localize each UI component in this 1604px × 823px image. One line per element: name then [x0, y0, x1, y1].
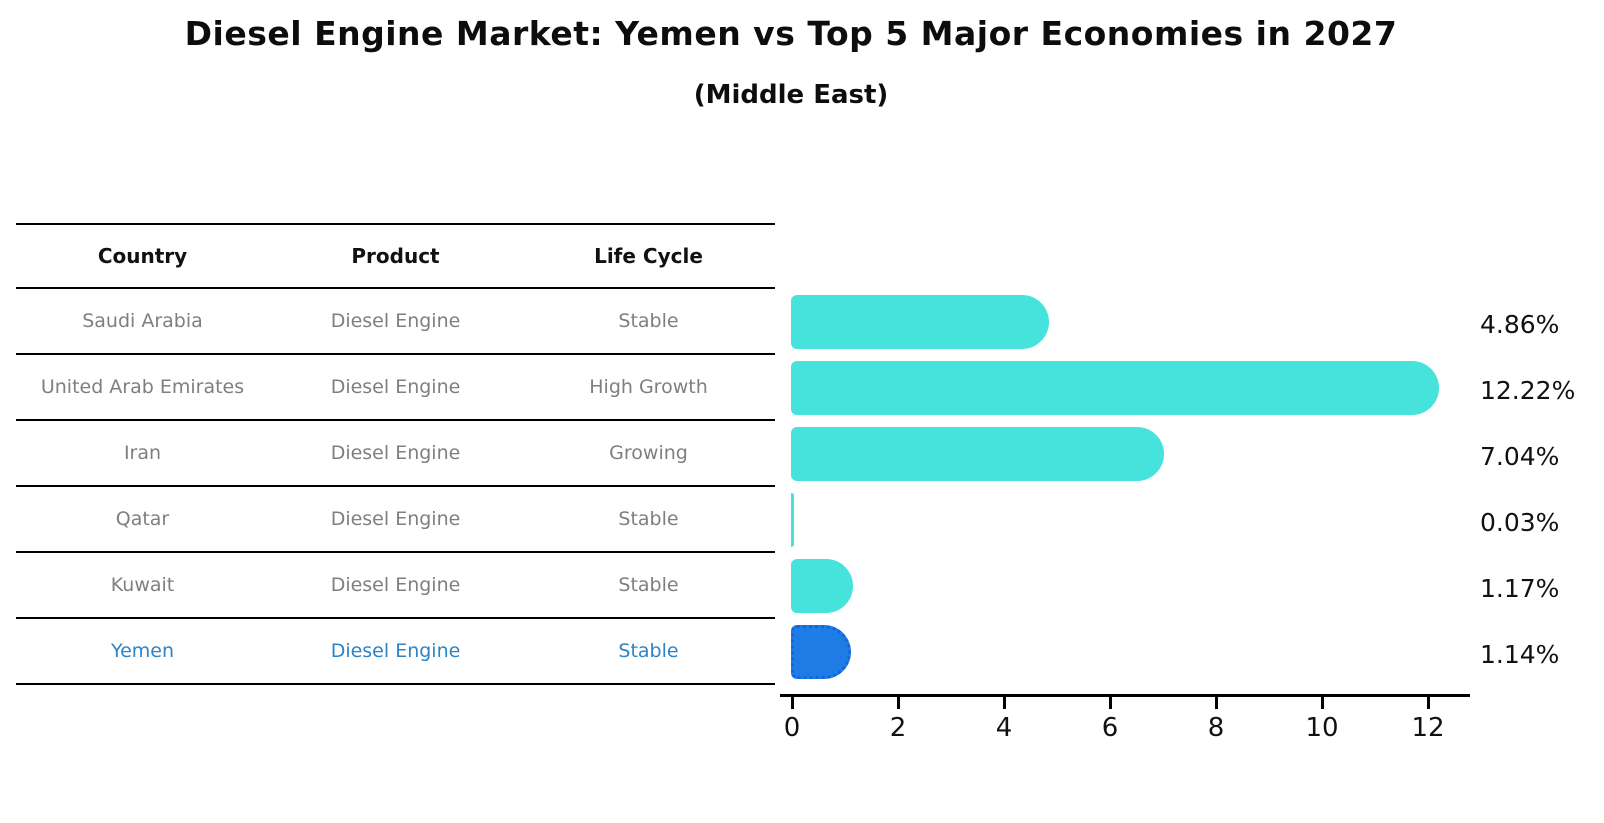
- chart-title: Diesel Engine Market: Yemen vs Top 5 Maj…: [184, 14, 1398, 53]
- table-cell-country: Kuwait: [110, 574, 175, 596]
- chart-row: 1.17%: [791, 553, 1604, 619]
- x-tick-label: 2: [889, 713, 907, 743]
- x-tick-mark: [1002, 694, 1006, 709]
- bar: [791, 361, 1439, 415]
- table-cell-country: United Arab Emirates: [40, 376, 245, 398]
- bar: [791, 295, 1049, 349]
- table-cell-product: Diesel Engine: [330, 574, 461, 596]
- table-header-country: Country: [97, 244, 188, 268]
- chart-row: 12.22%: [791, 355, 1604, 421]
- chart-row: 7.04%: [791, 421, 1604, 487]
- table-cell-lifecycle: Stable: [618, 310, 679, 332]
- table-cell-lifecycle: High Growth: [589, 376, 708, 398]
- x-tick-mark: [1426, 694, 1430, 709]
- table-row: Iran Diesel Engine Growing: [16, 421, 775, 487]
- table-cell-lifecycle: Stable: [618, 574, 679, 596]
- table-header-row: Country Product Life Cycle: [16, 223, 775, 289]
- table-header-lifecycle: Life Cycle: [594, 244, 703, 268]
- info-table: Country Product Life Cycle Saudi Arabia …: [16, 223, 775, 685]
- table-cell-product: Diesel Engine: [330, 376, 461, 398]
- bar-value-label: 4.86%: [1480, 309, 1560, 339]
- x-tick-label: 8: [1207, 713, 1225, 743]
- x-tick-label: 0: [783, 713, 801, 743]
- bar-chart: 4.86% 12.22% 7.04% 0.03% 1.17% 1.14%: [791, 289, 1604, 685]
- bar-value-label: 1.17%: [1480, 573, 1560, 603]
- bar: [791, 493, 794, 547]
- x-axis-line: [780, 694, 1470, 697]
- table-row: United Arab Emirates Diesel Engine High …: [16, 355, 775, 421]
- bar: [791, 559, 853, 613]
- table-row: Yemen Diesel Engine Stable: [16, 619, 775, 685]
- table-cell-country: Yemen: [110, 640, 174, 662]
- bar-value-label: 12.22%: [1480, 375, 1576, 405]
- table-row: Saudi Arabia Diesel Engine Stable: [16, 289, 775, 355]
- table-cell-product: Diesel Engine: [330, 640, 461, 662]
- x-tick-label: 6: [1101, 713, 1119, 743]
- x-tick-mark: [790, 694, 794, 709]
- table-row: Qatar Diesel Engine Stable: [16, 487, 775, 553]
- chart-row: 1.14%: [791, 619, 1604, 685]
- table-cell-product: Diesel Engine: [330, 310, 461, 332]
- x-tick-mark: [1214, 694, 1218, 709]
- x-tick-mark: [896, 694, 900, 709]
- table-cell-lifecycle: Stable: [618, 640, 679, 662]
- table-cell-product: Diesel Engine: [330, 442, 461, 464]
- bar-value-label: 1.14%: [1480, 639, 1560, 669]
- table-cell-lifecycle: Growing: [609, 442, 688, 464]
- table-cell-product: Diesel Engine: [330, 508, 461, 530]
- x-tick-mark: [1108, 694, 1112, 709]
- table-cell-country: Qatar: [115, 508, 170, 530]
- chart-row: 4.86%: [791, 289, 1604, 355]
- table-header-product: Product: [351, 244, 440, 268]
- bar-value-label: 7.04%: [1480, 441, 1560, 471]
- x-tick-label: 12: [1411, 713, 1445, 743]
- table-cell-lifecycle: Stable: [618, 508, 679, 530]
- x-tick-mark: [1320, 694, 1324, 709]
- table-cell-country: Saudi Arabia: [82, 310, 203, 332]
- table-row: Kuwait Diesel Engine Stable: [16, 553, 775, 619]
- chart-row: 0.03%: [791, 487, 1604, 553]
- bar: [791, 427, 1165, 481]
- bar-value-label: 0.03%: [1480, 507, 1560, 537]
- table-cell-country: Iran: [123, 442, 162, 464]
- x-axis: 0 2 4 6 8 10 12: [780, 694, 1520, 754]
- x-tick-label: 10: [1305, 713, 1339, 743]
- bar: [791, 625, 852, 679]
- x-tick-label: 4: [995, 713, 1013, 743]
- chart-subtitle: (Middle East): [693, 80, 889, 110]
- table-body: Saudi Arabia Diesel Engine Stable United…: [16, 289, 775, 685]
